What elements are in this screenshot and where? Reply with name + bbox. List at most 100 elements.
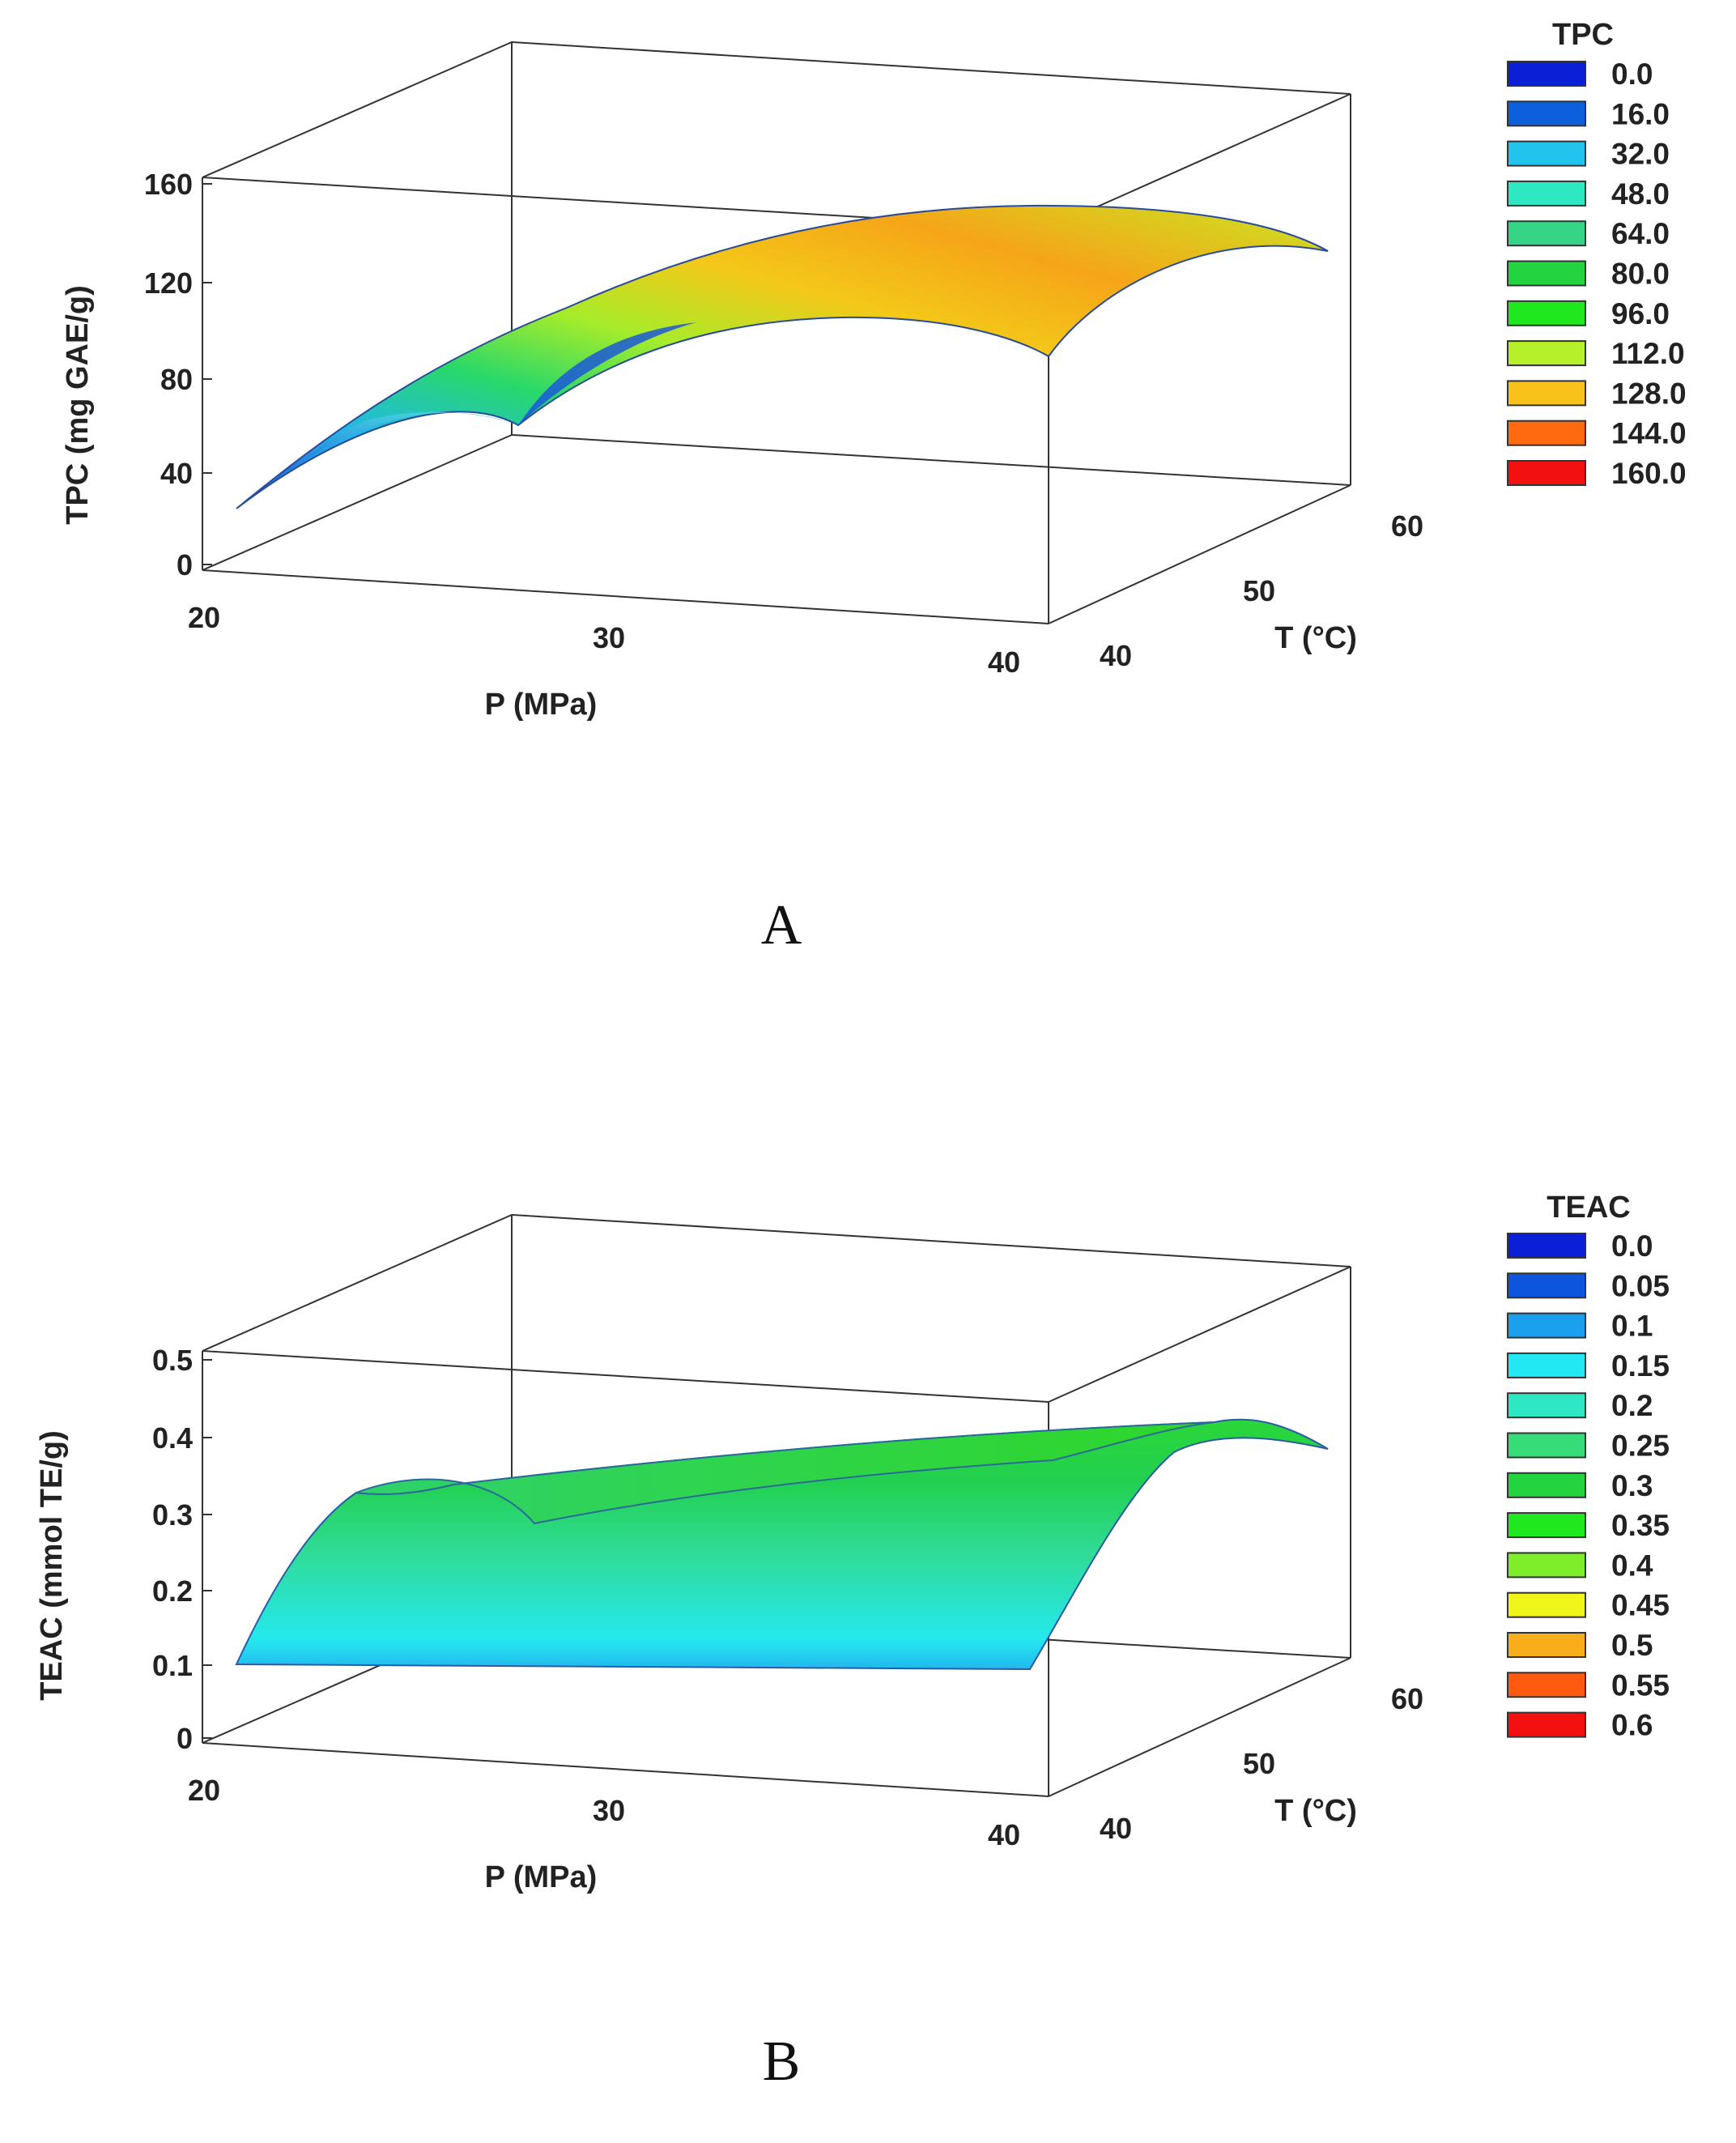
legend-swatch-a [1507,180,1586,207]
legend-label-a: 160.0 [1611,457,1687,490]
box-floor-left-a [202,434,513,571]
panel-label-b: B [763,2030,801,2093]
legend-swatch-b [1507,1632,1586,1658]
xtick-label-b: 20 [188,1774,220,1807]
legend-label-b: 0.2 [1611,1389,1653,1422]
legend-label-b: 0.05 [1611,1269,1670,1302]
chart-b-svg: 0.5 0.4 0.3 0.2 0.1 0 TEAC (mmol TE/g) 2… [35,1191,1670,2093]
ztick-label-a: 80 [160,363,193,396]
surface-b [235,1418,1329,1671]
box-floor-front-b [202,1742,1049,1797]
surface-top-a [236,204,1329,509]
ytick-label-a: 60 [1391,509,1423,543]
legend-swatch-a [1507,140,1586,167]
legend-swatch-a [1507,100,1586,127]
legend-swatch-b [1507,1233,1586,1259]
legend-swatch-b [1507,1432,1586,1459]
box-floor-right-b [1048,1657,1351,1797]
box-floor-right-a [1048,484,1351,624]
xtick-label-b: 30 [593,1794,625,1827]
legend-swatch-b [1507,1672,1586,1698]
legend-label-b: 0.0 [1611,1229,1653,1263]
ytick-label-b: 60 [1391,1682,1423,1715]
legend-swatch-b [1507,1591,1586,1618]
ztick-label-a: 0 [177,548,193,582]
legend-swatch-a [1507,420,1586,446]
legend-swatch-b [1507,1272,1586,1299]
box-floor-back-a [511,434,1351,486]
legend-label-a: 96.0 [1611,297,1670,330]
z-axis-label-a: TPC (mg GAE/g) [61,285,95,525]
legend-label-a: 32.0 [1611,138,1670,171]
xtick-label-b: 40 [988,1818,1020,1851]
ztick-label-b: 0.5 [152,1344,193,1377]
legend-swatch-b [1507,1512,1586,1539]
box-back-top-a [202,40,1351,178]
panel-b: 0.5 0.4 0.3 0.2 0.1 0 TEAC (mmol TE/g) 2… [0,1072,1736,2143]
legend-label-b: 0.3 [1611,1469,1653,1502]
xtick-label-a: 30 [593,621,625,654]
legend-label-a: 64.0 [1611,217,1670,250]
xtick-label-a: 20 [188,601,220,634]
legend-b: TEAC 0.0 0.05 0.1 0.15 0.2 0.25 0.3 0.35 0.4 0.45… [1507,1191,1670,1742]
ztick-label-b: 0 [177,1722,193,1755]
box-front-top-b [202,1350,1049,1403]
panel-a: 160 120 80 40 0 TPC (mg GAE/g) 20 30 40 … [61,18,1687,956]
legend-a: TPC 0.0 16.0 32.0 48.0 64.0 80.0 96.0 112.0 128.… [1507,18,1687,490]
chart-a-svg: 160 120 80 40 0 TPC (mg GAE/g) 20 30 40 … [61,18,1687,956]
legend-label-a: 112.0 [1611,337,1685,370]
legend-label-a: 144.0 [1611,417,1687,450]
ztick-label-a: 40 [160,457,193,490]
ztick-label-b: 0.1 [152,1649,193,1682]
y-axis-label-a: T (°C) [1274,621,1357,655]
legend-label-b: 0.4 [1611,1549,1653,1582]
legend-label-b: 0.35 [1611,1509,1670,1542]
box-back-top-b [202,1213,1351,1352]
legend-swatch-b [1507,1552,1586,1578]
zticks-b: 0.5 0.4 0.3 0.2 0.1 0 [152,1344,193,1755]
legend-label-a: 128.0 [1611,377,1687,410]
legend-title-a: TPC [1552,18,1614,52]
ytick-label-b: 40 [1100,1812,1132,1845]
ztick-label-b: 0.2 [152,1574,193,1608]
surface-a [236,204,1329,509]
legend-swatch-a [1507,260,1586,287]
legend-label-b: 0.45 [1611,1589,1670,1622]
legend-label-b: 0.1 [1611,1310,1653,1343]
legend-swatch-b [1507,1312,1586,1339]
panel-label-a: A [761,894,802,956]
box-right-top-b [1048,1266,1351,1403]
box-floor-front-a [202,569,1049,624]
legend-label-b: 0.15 [1611,1349,1670,1383]
legend-label-b: 0.25 [1611,1429,1670,1463]
legend-swatch-a [1507,340,1586,367]
ztick-label-b: 0.3 [152,1498,193,1532]
legend-label-a: 0.0 [1611,58,1653,91]
legend-label-a: 80.0 [1611,258,1670,291]
plot-box-a [202,40,1351,624]
legend-swatch-a [1507,61,1586,87]
legend-label-b: 0.5 [1611,1629,1653,1662]
legend-swatch-b [1507,1711,1586,1738]
ztick-label-a: 120 [144,266,193,300]
surface-top-b [355,1421,1215,1525]
legend-label-b: 0.6 [1611,1709,1653,1742]
legend-label-b: 0.55 [1611,1668,1670,1702]
legend-swatch-a [1507,220,1586,247]
legend-swatch-a [1507,380,1586,407]
ytick-label-a: 40 [1100,639,1132,672]
z-axis-label-b: TEAC (mmol TE/g) [35,1430,69,1701]
ztick-label-b: 0.4 [152,1421,193,1455]
legend-swatch-a [1507,300,1586,326]
legend-title-b: TEAC [1547,1191,1630,1225]
zticks-a: 160 120 80 40 0 [144,168,193,582]
ytick-label-b: 50 [1243,1747,1275,1780]
x-axis-label-b: P (MPa) [485,1860,598,1894]
legend-swatch-b [1507,1352,1586,1378]
legend-swatch-b [1507,1392,1586,1419]
ytick-label-a: 50 [1243,574,1275,607]
ztick-label-a: 160 [144,168,193,201]
x-axis-label-a: P (MPa) [485,688,598,722]
legend-label-a: 48.0 [1611,177,1670,211]
y-axis-label-b: T (°C) [1274,1794,1357,1828]
